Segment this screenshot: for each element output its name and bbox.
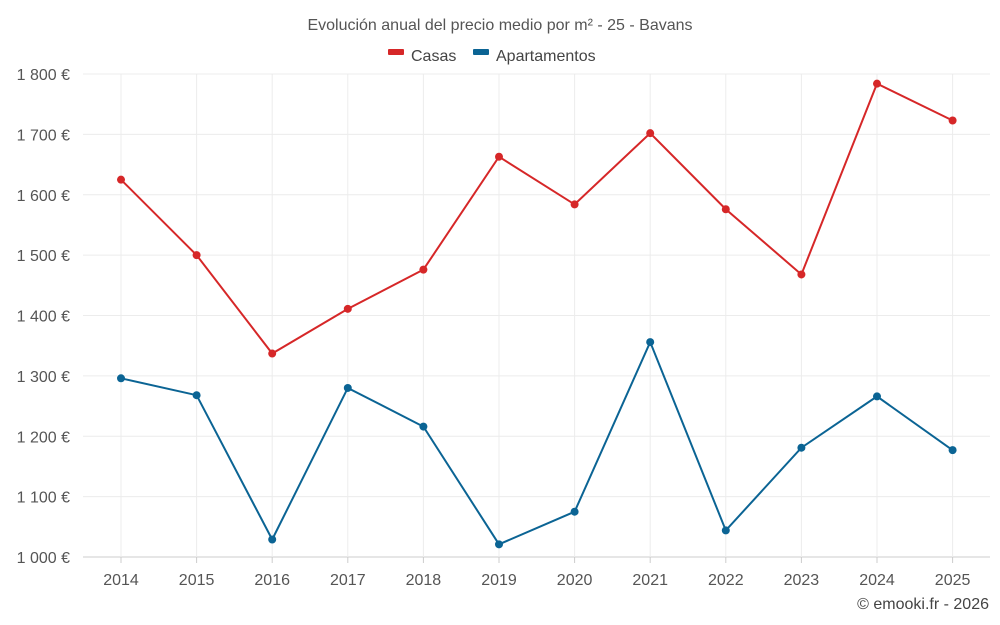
y-tick-label: 1 100 €: [17, 490, 70, 507]
data-point-apartamentos[interactable]: [192, 391, 201, 400]
series-apartamentos: [117, 338, 957, 549]
data-point-apartamentos[interactable]: [117, 374, 125, 383]
data-point-casas[interactable]: [721, 205, 730, 214]
x-tick-label: 2014: [103, 572, 139, 589]
x-tick-label: 2023: [784, 572, 820, 589]
x-tick-label: 2018: [406, 572, 442, 589]
series-layer: [117, 79, 957, 549]
legend[interactable]: Casas Apartamentos: [388, 48, 596, 65]
data-point-casas[interactable]: [343, 304, 352, 313]
data-point-apartamentos[interactable]: [948, 446, 957, 455]
chart-title: Evolución anual del precio medio por m² …: [307, 17, 692, 34]
series-casas: [117, 79, 957, 358]
data-point-apartamentos[interactable]: [419, 422, 428, 431]
series-line-apartamentos: [120, 339, 954, 546]
data-point-casas[interactable]: [948, 116, 957, 125]
grid: [83, 73, 990, 558]
x-tick-label: 2016: [254, 572, 290, 589]
legend-label-apartamentos: Apartamentos: [496, 48, 596, 65]
y-tick-label: 1 800 €: [17, 67, 70, 84]
data-point-apartamentos[interactable]: [570, 507, 579, 516]
legend-item-casas[interactable]: Casas: [388, 48, 456, 65]
x-tick-label: 2017: [330, 572, 366, 589]
x-tick-label: 2021: [632, 572, 668, 589]
legend-swatch-apartamentos: [473, 49, 489, 55]
legend-item-apartamentos[interactable]: Apartamentos: [473, 48, 596, 65]
data-point-apartamentos[interactable]: [495, 540, 503, 549]
data-point-casas[interactable]: [117, 175, 125, 184]
x-tick-label: 2025: [935, 572, 971, 589]
data-point-apartamentos[interactable]: [646, 338, 655, 347]
data-point-apartamentos[interactable]: [343, 383, 352, 392]
y-tick-label: 1 000 €: [17, 550, 70, 567]
legend-label-casas: Casas: [411, 48, 456, 65]
data-point-apartamentos[interactable]: [797, 443, 806, 452]
data-point-apartamentos[interactable]: [721, 526, 730, 535]
data-point-apartamentos[interactable]: [268, 535, 277, 544]
x-tick-label: 2024: [859, 572, 895, 589]
legend-swatch-casas: [388, 49, 404, 55]
y-tick-label: 1 400 €: [17, 309, 70, 326]
data-point-apartamentos[interactable]: [873, 392, 881, 401]
y-axis: 1 000 € 1 100 € 1 200 € 1 300 € 1 400 € 1 500…: [17, 67, 70, 567]
data-point-casas[interactable]: [570, 200, 579, 209]
x-tick-label: 2019: [481, 572, 517, 589]
data-point-casas[interactable]: [646, 129, 655, 138]
y-tick-label: 1 200 €: [17, 429, 70, 446]
x-tick-label: 2022: [708, 572, 744, 589]
x-tick-label: 2020: [557, 572, 593, 589]
y-tick-label: 1 700 €: [17, 127, 70, 144]
data-point-casas[interactable]: [873, 79, 881, 88]
data-point-casas[interactable]: [268, 349, 277, 358]
data-point-casas[interactable]: [192, 251, 201, 260]
x-tick-label: 2015: [179, 572, 215, 589]
x-axis: 2014 2015 2016 2017 2018 2019 2020 2021 2022 2023…: [103, 557, 970, 589]
y-tick-label: 1 500 €: [17, 248, 70, 265]
data-point-casas[interactable]: [495, 152, 503, 161]
data-point-casas[interactable]: [797, 270, 806, 279]
y-tick-label: 1 300 €: [17, 369, 70, 386]
credit-text: © emooki.fr - 2026: [857, 596, 989, 613]
y-tick-label: 1 600 €: [17, 188, 70, 205]
data-point-casas[interactable]: [419, 265, 428, 274]
series-line-casas: [120, 82, 954, 355]
